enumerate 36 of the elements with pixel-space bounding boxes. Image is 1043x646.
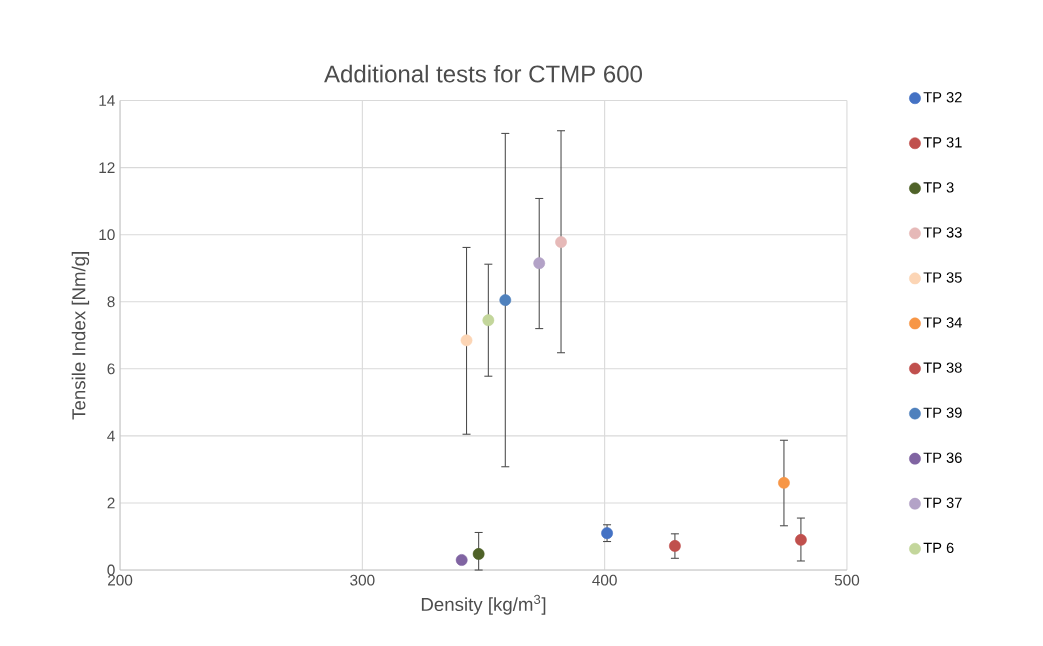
point (778, 477, 790, 489)
y-tick-label: 14 (99, 95, 115, 107)
chart-title: Additional tests for CTMP 600 (324, 65, 642, 83)
legend-label: TP 37 (923, 497, 962, 509)
point (669, 540, 681, 552)
point (533, 257, 546, 270)
y-tick-label: 6 (107, 363, 115, 375)
y-tick-label: 4 (107, 430, 115, 442)
x-tick-label: 400 (592, 574, 617, 586)
y-tick-label: 12 (99, 162, 115, 174)
y-tick-label: 0 (107, 564, 115, 576)
y-tick-label: 10 (99, 229, 115, 241)
legend-label: TP 31 (923, 137, 962, 148)
point (482, 314, 495, 327)
y-axis-title: Tensile Index [Nm/g] (71, 252, 90, 420)
legend-label: TP 33 (923, 227, 962, 238)
point (795, 534, 807, 546)
point (460, 334, 473, 347)
point (555, 236, 567, 249)
x-tick-label: 300 (350, 574, 375, 586)
legend-label: TP 6 (923, 542, 954, 554)
point (499, 294, 512, 307)
point (455, 554, 468, 567)
y-tick-label: 2 (107, 497, 115, 509)
x-axis-title: Density [kg/m$^{3}$] (421, 595, 546, 615)
legend-label: TP 3 (923, 182, 954, 193)
legend-label: TP 34 (923, 317, 962, 328)
y-tick-label: 8 (107, 296, 115, 308)
legend-label: TP 36 (923, 452, 962, 464)
x-tick-label: 500 (834, 574, 860, 586)
legend-label: TP 38 (923, 362, 962, 374)
point (472, 548, 485, 561)
legend-label: TP 32 (923, 92, 962, 103)
legend-label: TP 35 (923, 272, 962, 283)
x-tick-label: 200 (108, 574, 133, 586)
legend-label: TP 39 (923, 407, 962, 419)
